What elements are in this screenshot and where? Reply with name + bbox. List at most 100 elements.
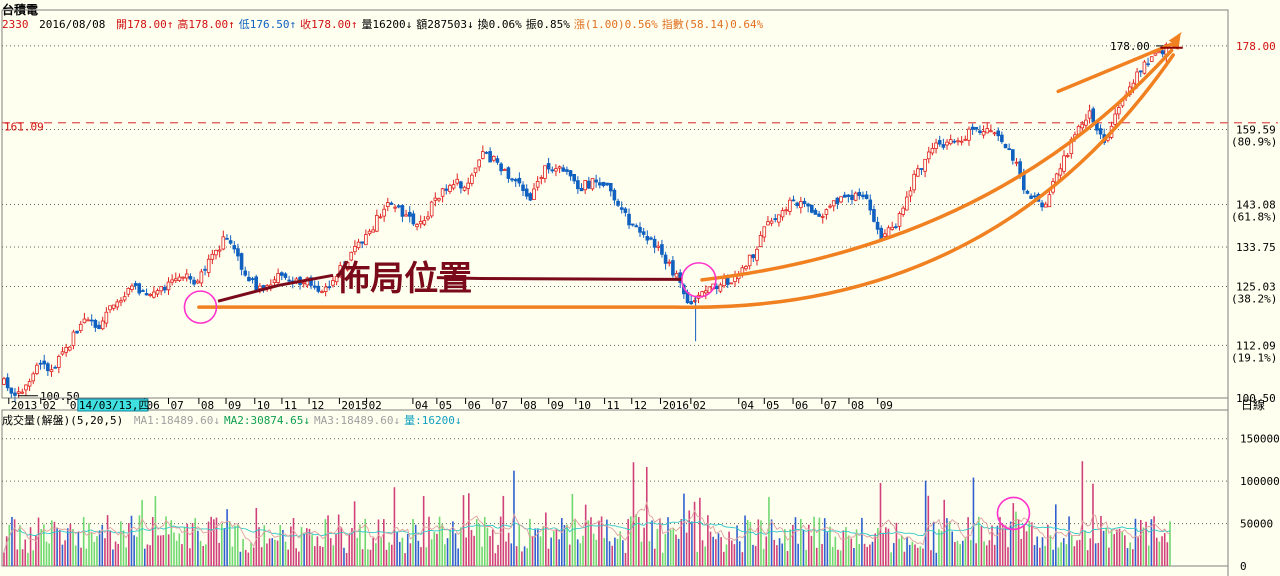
volume-bar bbox=[337, 514, 340, 566]
quote-item-label: 指數 bbox=[661, 18, 684, 31]
x-tick-label: 06 bbox=[147, 399, 160, 412]
volume-bar bbox=[831, 546, 834, 566]
candle-body bbox=[1080, 123, 1085, 129]
candle-body bbox=[422, 220, 427, 225]
volume-bar bbox=[298, 551, 300, 566]
candle-body bbox=[1003, 143, 1008, 149]
volume-bar bbox=[584, 504, 587, 566]
quote-item: 收178.00↑ bbox=[300, 18, 357, 31]
candle-body bbox=[674, 272, 679, 278]
volume-bar bbox=[510, 543, 513, 566]
price-tick-sublabel: (19.1%) bbox=[1231, 351, 1277, 364]
candle-body bbox=[49, 369, 54, 373]
volume-bar bbox=[1132, 549, 1134, 566]
volume-bar bbox=[470, 530, 473, 566]
candle-body bbox=[769, 220, 774, 224]
candle-body bbox=[645, 236, 650, 241]
volume-bar bbox=[276, 540, 279, 566]
volume-bar bbox=[465, 537, 467, 566]
volume-bar bbox=[1068, 516, 1070, 566]
volume-bar bbox=[619, 531, 622, 566]
volume-bar bbox=[486, 527, 489, 566]
annotation-label: 佈局位置 bbox=[335, 259, 472, 299]
candle-body bbox=[1040, 202, 1044, 208]
candle-body bbox=[671, 260, 675, 276]
volume-bar bbox=[66, 528, 69, 566]
volume-bar bbox=[1116, 529, 1118, 566]
volume-bar bbox=[784, 529, 786, 566]
volume-bar bbox=[842, 530, 845, 566]
candle-body bbox=[404, 214, 408, 217]
price-tick-label: 133.75 bbox=[1236, 241, 1276, 254]
volume-bar bbox=[380, 537, 382, 566]
candle-body bbox=[868, 199, 873, 211]
price-tick-sublabel: (61.8%) bbox=[1231, 211, 1277, 224]
volume-bar bbox=[1073, 546, 1076, 566]
candle-body bbox=[934, 142, 938, 149]
volume-bar bbox=[213, 519, 215, 566]
candle-body bbox=[963, 138, 968, 141]
volume-bar bbox=[1065, 544, 1068, 566]
candle-body bbox=[312, 285, 317, 288]
volume-bar bbox=[661, 552, 664, 566]
volume-bar bbox=[226, 509, 228, 566]
volume-bar bbox=[696, 551, 699, 566]
candle-body bbox=[824, 209, 829, 215]
volume-bar bbox=[932, 521, 935, 566]
candle-body bbox=[623, 208, 628, 213]
quote-item-label: 振 bbox=[525, 18, 537, 31]
candle-body bbox=[137, 283, 142, 294]
volume-bar bbox=[8, 524, 11, 566]
volume-bar bbox=[199, 540, 202, 566]
candle-body bbox=[71, 331, 76, 346]
volume-bar bbox=[409, 543, 412, 566]
reference-line-label: 161.09 bbox=[4, 121, 44, 134]
volume-bar bbox=[531, 536, 534, 566]
volume-bar bbox=[1100, 515, 1102, 566]
candle-body bbox=[323, 286, 328, 292]
candle-body bbox=[506, 167, 511, 179]
volume-bar bbox=[56, 527, 58, 566]
candle-body bbox=[1021, 174, 1026, 191]
volume-bar bbox=[627, 519, 629, 566]
volume-bar bbox=[863, 543, 866, 566]
candle-body bbox=[1149, 56, 1154, 62]
volume-bar bbox=[972, 477, 975, 566]
volume-ma-item: MA1:18489.60↓ bbox=[133, 414, 220, 427]
volume-bar bbox=[611, 545, 614, 566]
volume-bar bbox=[1094, 543, 1097, 566]
volume-bar bbox=[720, 537, 722, 566]
quote-item-arrow: ↑ bbox=[289, 18, 297, 31]
candle-body bbox=[301, 282, 306, 285]
volume-tick-label: 50000 bbox=[1240, 518, 1273, 531]
volume-bar bbox=[1118, 528, 1121, 566]
volume-bar bbox=[956, 540, 959, 566]
candle-body bbox=[78, 323, 83, 331]
x-tick-label: 11 bbox=[607, 399, 620, 412]
candle-body bbox=[360, 241, 365, 244]
candle-body bbox=[846, 194, 851, 197]
volume-bar bbox=[922, 548, 924, 566]
candle-body bbox=[173, 278, 178, 282]
volume-bar bbox=[823, 518, 826, 566]
candle-body bbox=[287, 279, 291, 282]
candle-body bbox=[919, 168, 924, 170]
candle-body bbox=[46, 363, 50, 372]
candle-body bbox=[689, 301, 693, 305]
highlight-circle bbox=[996, 496, 1031, 531]
candle-body bbox=[356, 241, 361, 249]
candle-body bbox=[572, 174, 577, 182]
candle-body bbox=[254, 276, 259, 290]
volume-bar bbox=[552, 531, 555, 566]
candle-body bbox=[338, 265, 343, 275]
volume-bar bbox=[319, 546, 321, 566]
x-axis: 2013 02 03 06 07 08 09 10 11 12 2015 02 04 05 06 07 08 09… bbox=[2, 397, 1228, 412]
quote-item: 漲(1.00)0.56% bbox=[574, 18, 658, 31]
x-tick-label: 02 bbox=[43, 399, 56, 412]
volume-bar bbox=[954, 542, 956, 566]
volume-bar bbox=[13, 519, 16, 566]
candle-body bbox=[948, 139, 953, 145]
quote-item-value: 0.06% bbox=[488, 18, 522, 31]
candle-body bbox=[912, 173, 916, 191]
